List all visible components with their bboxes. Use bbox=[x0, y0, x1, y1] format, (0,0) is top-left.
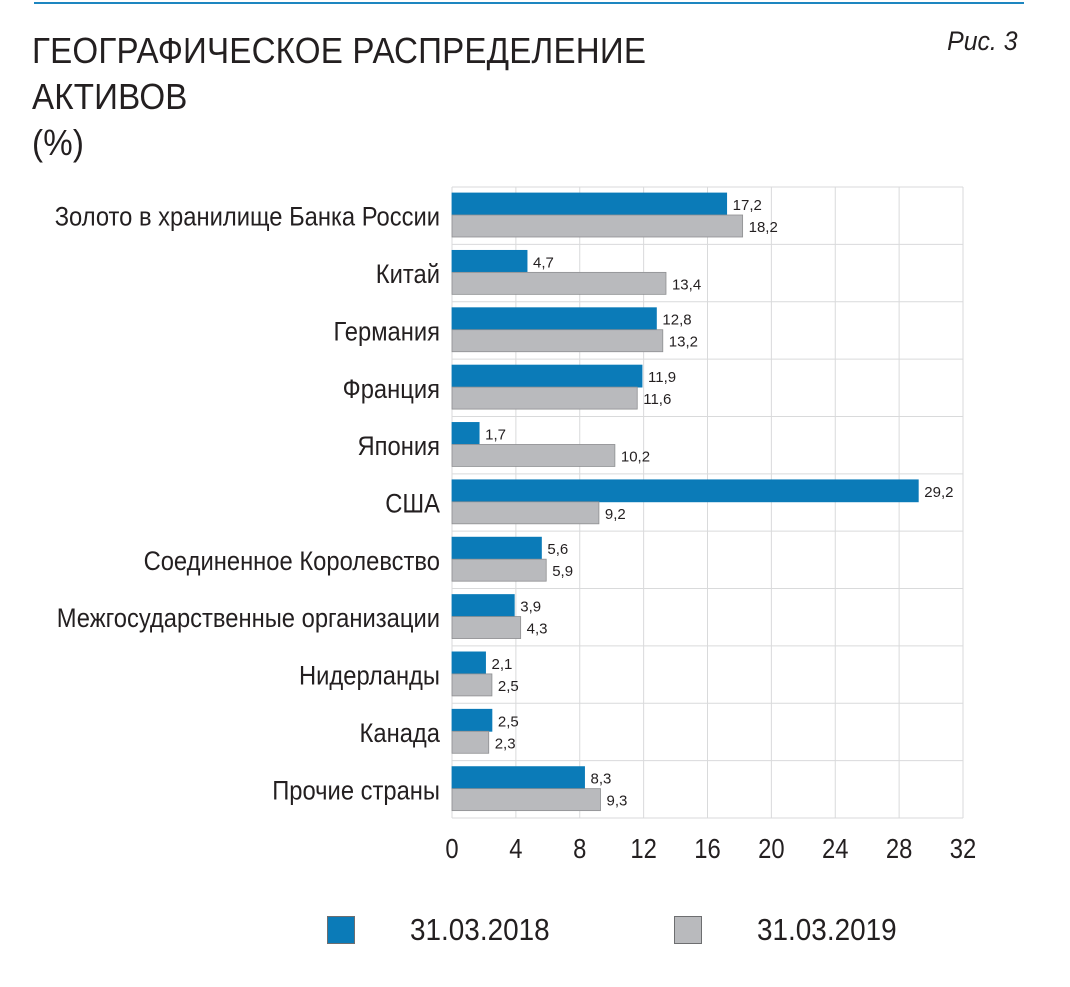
value-label: 10,2 bbox=[621, 448, 650, 465]
value-label: 2,5 bbox=[498, 713, 519, 730]
value-label: 9,3 bbox=[607, 793, 628, 810]
category-label: Канада bbox=[360, 719, 441, 749]
x-tick-label: 24 bbox=[822, 832, 848, 864]
value-label: 13,2 bbox=[669, 334, 698, 351]
value-label: 2,3 bbox=[495, 735, 516, 752]
x-tick-label: 32 bbox=[950, 832, 976, 864]
bar-chart: 17,2 18,2 Золото в хранилище Банка России 4… bbox=[55, 186, 976, 864]
category-label: Соединенное Королевство bbox=[144, 547, 440, 577]
bar-31-03-2019 bbox=[451, 329, 664, 353]
bar-31-03-2018 bbox=[451, 192, 728, 216]
value-label: 29,2 bbox=[924, 484, 953, 501]
bar-31-03-2018 bbox=[451, 536, 542, 560]
legend-swatch-2019 bbox=[674, 916, 702, 944]
x-tick-label: 16 bbox=[694, 832, 720, 864]
value-label: 2,5 bbox=[498, 678, 519, 695]
value-label: 5,6 bbox=[547, 541, 568, 558]
x-tick-label: 28 bbox=[886, 832, 912, 864]
chart-legend: 31.03.2018 31.03.2019 bbox=[0, 900, 1070, 960]
bar-31-03-2019 bbox=[451, 730, 490, 754]
value-label: 11,9 bbox=[648, 369, 676, 386]
category-label: Япония bbox=[358, 432, 440, 462]
figure-label: Рис. 3 bbox=[947, 26, 1018, 56]
bar-31-03-2019 bbox=[451, 214, 744, 238]
bar-31-03-2019 bbox=[451, 788, 601, 812]
bar-31-03-2018 bbox=[451, 307, 657, 331]
bar-31-03-2018 bbox=[451, 651, 486, 675]
value-label: 13,4 bbox=[672, 276, 701, 293]
legend-item-2019: 31.03.2019 bbox=[674, 900, 912, 960]
x-tick-label: 12 bbox=[630, 832, 656, 864]
bar-31-03-2018 bbox=[451, 594, 515, 617]
value-label: 4,3 bbox=[527, 621, 548, 638]
x-tick-label: 20 bbox=[758, 832, 784, 864]
category-label: Китай bbox=[376, 260, 440, 290]
bar-31-03-2019 bbox=[451, 558, 547, 582]
chart-title-line1: ГЕОГРАФИЧЕСКОЕ РАСПРЕДЕЛЕНИЕ АКТИВОВ bbox=[32, 30, 647, 117]
bar-31-03-2019 bbox=[451, 616, 522, 639]
bar-31-03-2018 bbox=[451, 364, 643, 388]
value-label: 5,9 bbox=[552, 563, 573, 580]
legend-item-2018: 31.03.2018 bbox=[327, 900, 565, 960]
bar-31-03-2019 bbox=[451, 386, 638, 410]
category-label: США bbox=[385, 489, 440, 519]
value-label: 17,2 bbox=[733, 197, 762, 214]
bar-31-03-2019 bbox=[451, 501, 600, 525]
bar-31-03-2019 bbox=[451, 673, 493, 697]
chart-title-line2: (%) bbox=[32, 122, 85, 163]
legend-label-2018: 31.03.2018 bbox=[410, 912, 550, 947]
x-tick-label: 8 bbox=[573, 832, 586, 864]
x-tick-label: 4 bbox=[509, 832, 522, 864]
value-label: 3,9 bbox=[520, 599, 541, 616]
value-label: 4,7 bbox=[533, 254, 554, 271]
category-label: Межгосударственные организации bbox=[57, 604, 440, 634]
bar-31-03-2018 bbox=[451, 249, 528, 273]
bar-31-03-2019 bbox=[451, 271, 667, 295]
bar-31-03-2019 bbox=[451, 444, 616, 467]
category-label: Франция bbox=[343, 374, 440, 404]
category-label: Прочие страны bbox=[272, 776, 440, 806]
value-label: 12,8 bbox=[662, 312, 691, 329]
value-label: 8,3 bbox=[591, 771, 612, 788]
x-tick-label: 0 bbox=[445, 832, 458, 864]
category-label: Нидерланды bbox=[299, 661, 440, 691]
value-label: 1,7 bbox=[485, 426, 506, 443]
top-accent-rule bbox=[34, 2, 1024, 4]
bar-31-03-2018 bbox=[451, 708, 493, 732]
category-label: Золото в хранилище Банка России bbox=[55, 202, 440, 232]
value-label: 9,2 bbox=[605, 506, 626, 523]
bar-31-03-2018 bbox=[451, 422, 480, 445]
legend-label-2019: 31.03.2019 bbox=[757, 912, 897, 947]
category-label: Германия bbox=[334, 317, 440, 347]
bar-31-03-2018 bbox=[451, 766, 585, 790]
legend-swatch-2018 bbox=[327, 916, 355, 944]
value-label: 18,2 bbox=[749, 219, 778, 236]
value-label: 11,6 bbox=[643, 391, 671, 408]
chart-title: ГЕОГРАФИЧЕСКОЕ РАСПРЕДЕЛЕНИЕ АКТИВОВ (%) bbox=[32, 28, 786, 166]
value-label: 2,1 bbox=[492, 656, 513, 673]
bar-31-03-2018 bbox=[451, 479, 919, 503]
